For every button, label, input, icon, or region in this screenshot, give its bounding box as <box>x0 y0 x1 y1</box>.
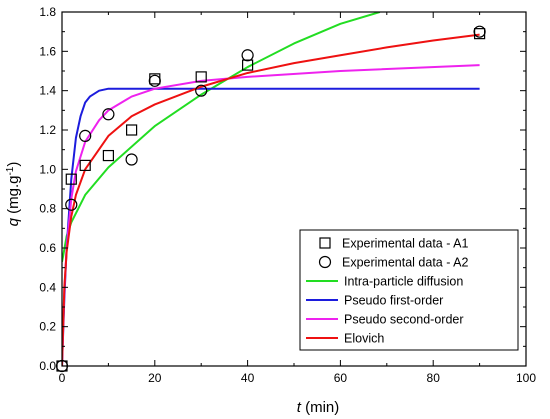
legend: Experimental data - A1 Experimental data … <box>299 229 519 351</box>
legend-item-second-order: Pseudo second-order <box>306 313 464 327</box>
legend-box <box>299 229 519 351</box>
y-tick-label: 0.0 <box>39 359 56 373</box>
data-point-a2 <box>241 49 254 62</box>
intra-particle-diffusion-line <box>62 12 381 262</box>
data-point-a1 <box>102 149 115 162</box>
legend-item-a2: Experimental data - A2 <box>318 255 469 270</box>
legend-item-first-order: Pseudo first-order <box>306 294 443 308</box>
y-tick-label: 1.0 <box>39 162 56 176</box>
axes: 0 20 40 60 80 100 0.0 0.2 0.4 0.6 0.8 1.0 1.2 1.4 1.6 1… <box>39 5 536 385</box>
fit-lines <box>62 12 480 366</box>
y-axis-label: q (mg.g-1) <box>5 162 23 227</box>
legend-item-intra-particle: Intra-particle diffusion <box>306 275 463 289</box>
y-tick-label: 1.2 <box>39 123 56 137</box>
y-axis-unit-close: ) <box>5 162 22 167</box>
y-tick-label: 0.8 <box>39 202 56 216</box>
data-point-a2 <box>125 153 138 166</box>
y-tick-label: 0.2 <box>39 320 56 334</box>
y-axis-unit: (mg.g <box>5 176 22 219</box>
data-point-a1 <box>79 159 91 171</box>
legend-label: Pseudo second-order <box>344 313 464 327</box>
legend-label: Elovich <box>344 332 384 346</box>
legend-label: Pseudo first-order <box>344 294 443 308</box>
legend-label: Experimental data - A1 <box>342 237 469 251</box>
data-point-a1 <box>195 71 207 83</box>
x-tick-label: 20 <box>148 371 162 385</box>
y-axis-symbol: q <box>5 217 22 226</box>
elovich-line <box>62 33 480 366</box>
x-tick-label: 0 <box>59 371 66 385</box>
legend-item-a1: Experimental data - A1 <box>319 237 469 251</box>
data-point-a1 <box>125 124 138 136</box>
y-axis-unit-exponent: -1 <box>5 166 16 175</box>
x-axis-symbol: t <box>297 399 302 416</box>
x-tick-label: 40 <box>241 371 255 385</box>
data-point-a2 <box>79 129 92 142</box>
y-tick-label: 1.8 <box>39 5 56 19</box>
legend-label: Experimental data - A2 <box>342 256 469 270</box>
x-tick-label: 80 <box>427 371 441 385</box>
data-point-a2 <box>148 74 161 87</box>
legend-item-elovich: Elovich <box>306 332 384 346</box>
y-tick-label: 0.4 <box>39 280 56 294</box>
x-axis-label: t (min) <box>297 399 340 416</box>
data-point-a2 <box>195 84 208 97</box>
y-tick-label: 1.6 <box>39 44 56 58</box>
legend-square-marker <box>319 237 331 249</box>
data-point-a2 <box>102 108 115 121</box>
x-tick-label: 100 <box>516 371 536 385</box>
legend-circle-marker <box>318 255 332 269</box>
data-point-a1 <box>65 173 77 185</box>
data-point-a1 <box>242 59 254 71</box>
legend-label: Intra-particle diffusion <box>344 275 463 289</box>
y-tick-label: 0.6 <box>39 241 56 255</box>
data-point-a2 <box>65 198 78 211</box>
y-tick-label: 1.4 <box>39 84 56 98</box>
x-tick-label: 60 <box>334 371 348 385</box>
plot-area <box>55 12 486 373</box>
data-point-a2 <box>473 25 486 38</box>
x-axis-unit: (min) <box>301 399 339 416</box>
